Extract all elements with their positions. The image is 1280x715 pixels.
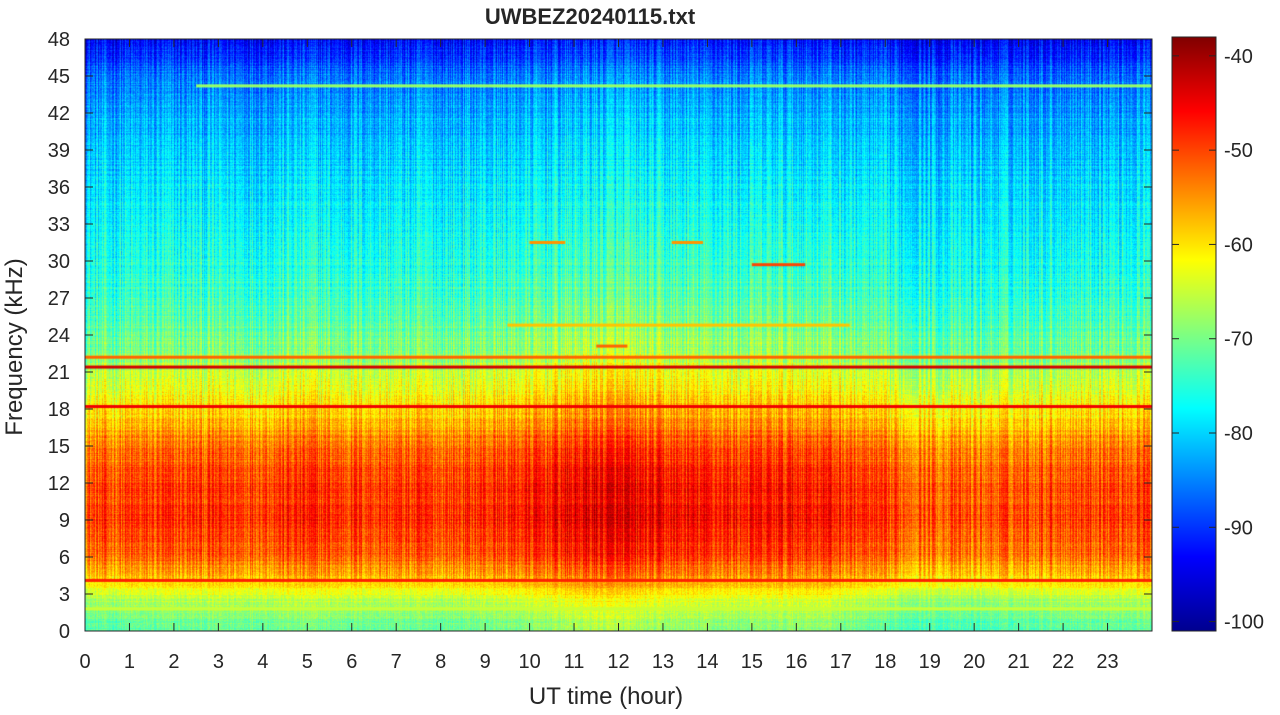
- y-tick-label: 45: [48, 66, 70, 88]
- colorbar-tick-label: -80: [1224, 423, 1253, 445]
- x-tick-label: 2: [168, 651, 179, 673]
- x-tick-label: 23: [1096, 651, 1118, 673]
- x-tick-label: 10: [518, 651, 540, 673]
- y-tick-label: 36: [48, 177, 70, 199]
- y-tick-label: 3: [59, 584, 70, 606]
- x-tick-label: 8: [435, 651, 446, 673]
- x-tick-label: 4: [257, 651, 268, 673]
- y-tick-label: 42: [48, 103, 70, 125]
- x-axis-label: UT time (hour): [529, 683, 683, 710]
- y-tick-label: 6: [59, 547, 70, 569]
- x-tick-label: 12: [607, 651, 629, 673]
- spectrogram-heatmap: [85, 39, 1152, 631]
- x-tick-label: 21: [1008, 651, 1030, 673]
- x-tick-label: 6: [346, 651, 357, 673]
- y-tick-label: 12: [48, 473, 70, 495]
- y-tick-label: 18: [48, 399, 70, 421]
- colorbar-axis: -100 -90 -80 -70 -60 -50 -40: [1172, 46, 1264, 634]
- x-tick-label: 0: [79, 651, 90, 673]
- x-tick-label: 1: [124, 651, 135, 673]
- x-tick-label: 16: [785, 651, 807, 673]
- colorbar: [1171, 36, 1217, 632]
- x-tick-label: 5: [302, 651, 313, 673]
- chart-title: UWBEZ20240115.txt: [485, 4, 696, 29]
- x-tick-label: 7: [391, 651, 402, 673]
- colorbar-tick-label: -70: [1224, 329, 1253, 351]
- x-tick-label: 9: [480, 651, 491, 673]
- y-tick-label: 9: [59, 510, 70, 532]
- x-tick-label: 19: [919, 651, 941, 673]
- y-tick-label: 48: [48, 29, 70, 51]
- y-tick-label: 0: [59, 621, 70, 643]
- y-tick-label: 33: [48, 214, 70, 236]
- colorbar-tick-label: -90: [1224, 517, 1253, 539]
- x-tick-label: 18: [874, 651, 896, 673]
- colorbar-tick-label: -60: [1224, 234, 1253, 256]
- x-tick-label: 11: [564, 651, 585, 673]
- x-tick-label: 17: [830, 651, 852, 673]
- colorbar-tick-label: -50: [1224, 140, 1253, 162]
- colorbar-tick-label: -40: [1224, 46, 1253, 68]
- x-tick-label: 22: [1052, 651, 1074, 673]
- y-tick-label: 24: [48, 325, 70, 347]
- y-tick-label: 27: [48, 288, 70, 310]
- x-tick-label: 13: [652, 651, 674, 673]
- y-tick-label: 15: [48, 436, 70, 458]
- y-axis-label: Frequency (kHz): [1, 258, 28, 435]
- y-tick-label: 30: [48, 251, 70, 273]
- x-axis: 0 1 2 3 4 5 6 7 8 9 10 11 12 13 14 15 16 17 18 19 20 21 22 23: [79, 39, 1119, 673]
- y-tick-label: 39: [48, 140, 70, 162]
- x-tick-label: 20: [963, 651, 985, 673]
- colorbar-tick-label: -100: [1224, 612, 1264, 634]
- x-tick-label: 3: [213, 651, 224, 673]
- x-tick-label: 14: [696, 651, 718, 673]
- x-tick-label: 15: [741, 651, 763, 673]
- y-tick-label: 21: [48, 362, 70, 384]
